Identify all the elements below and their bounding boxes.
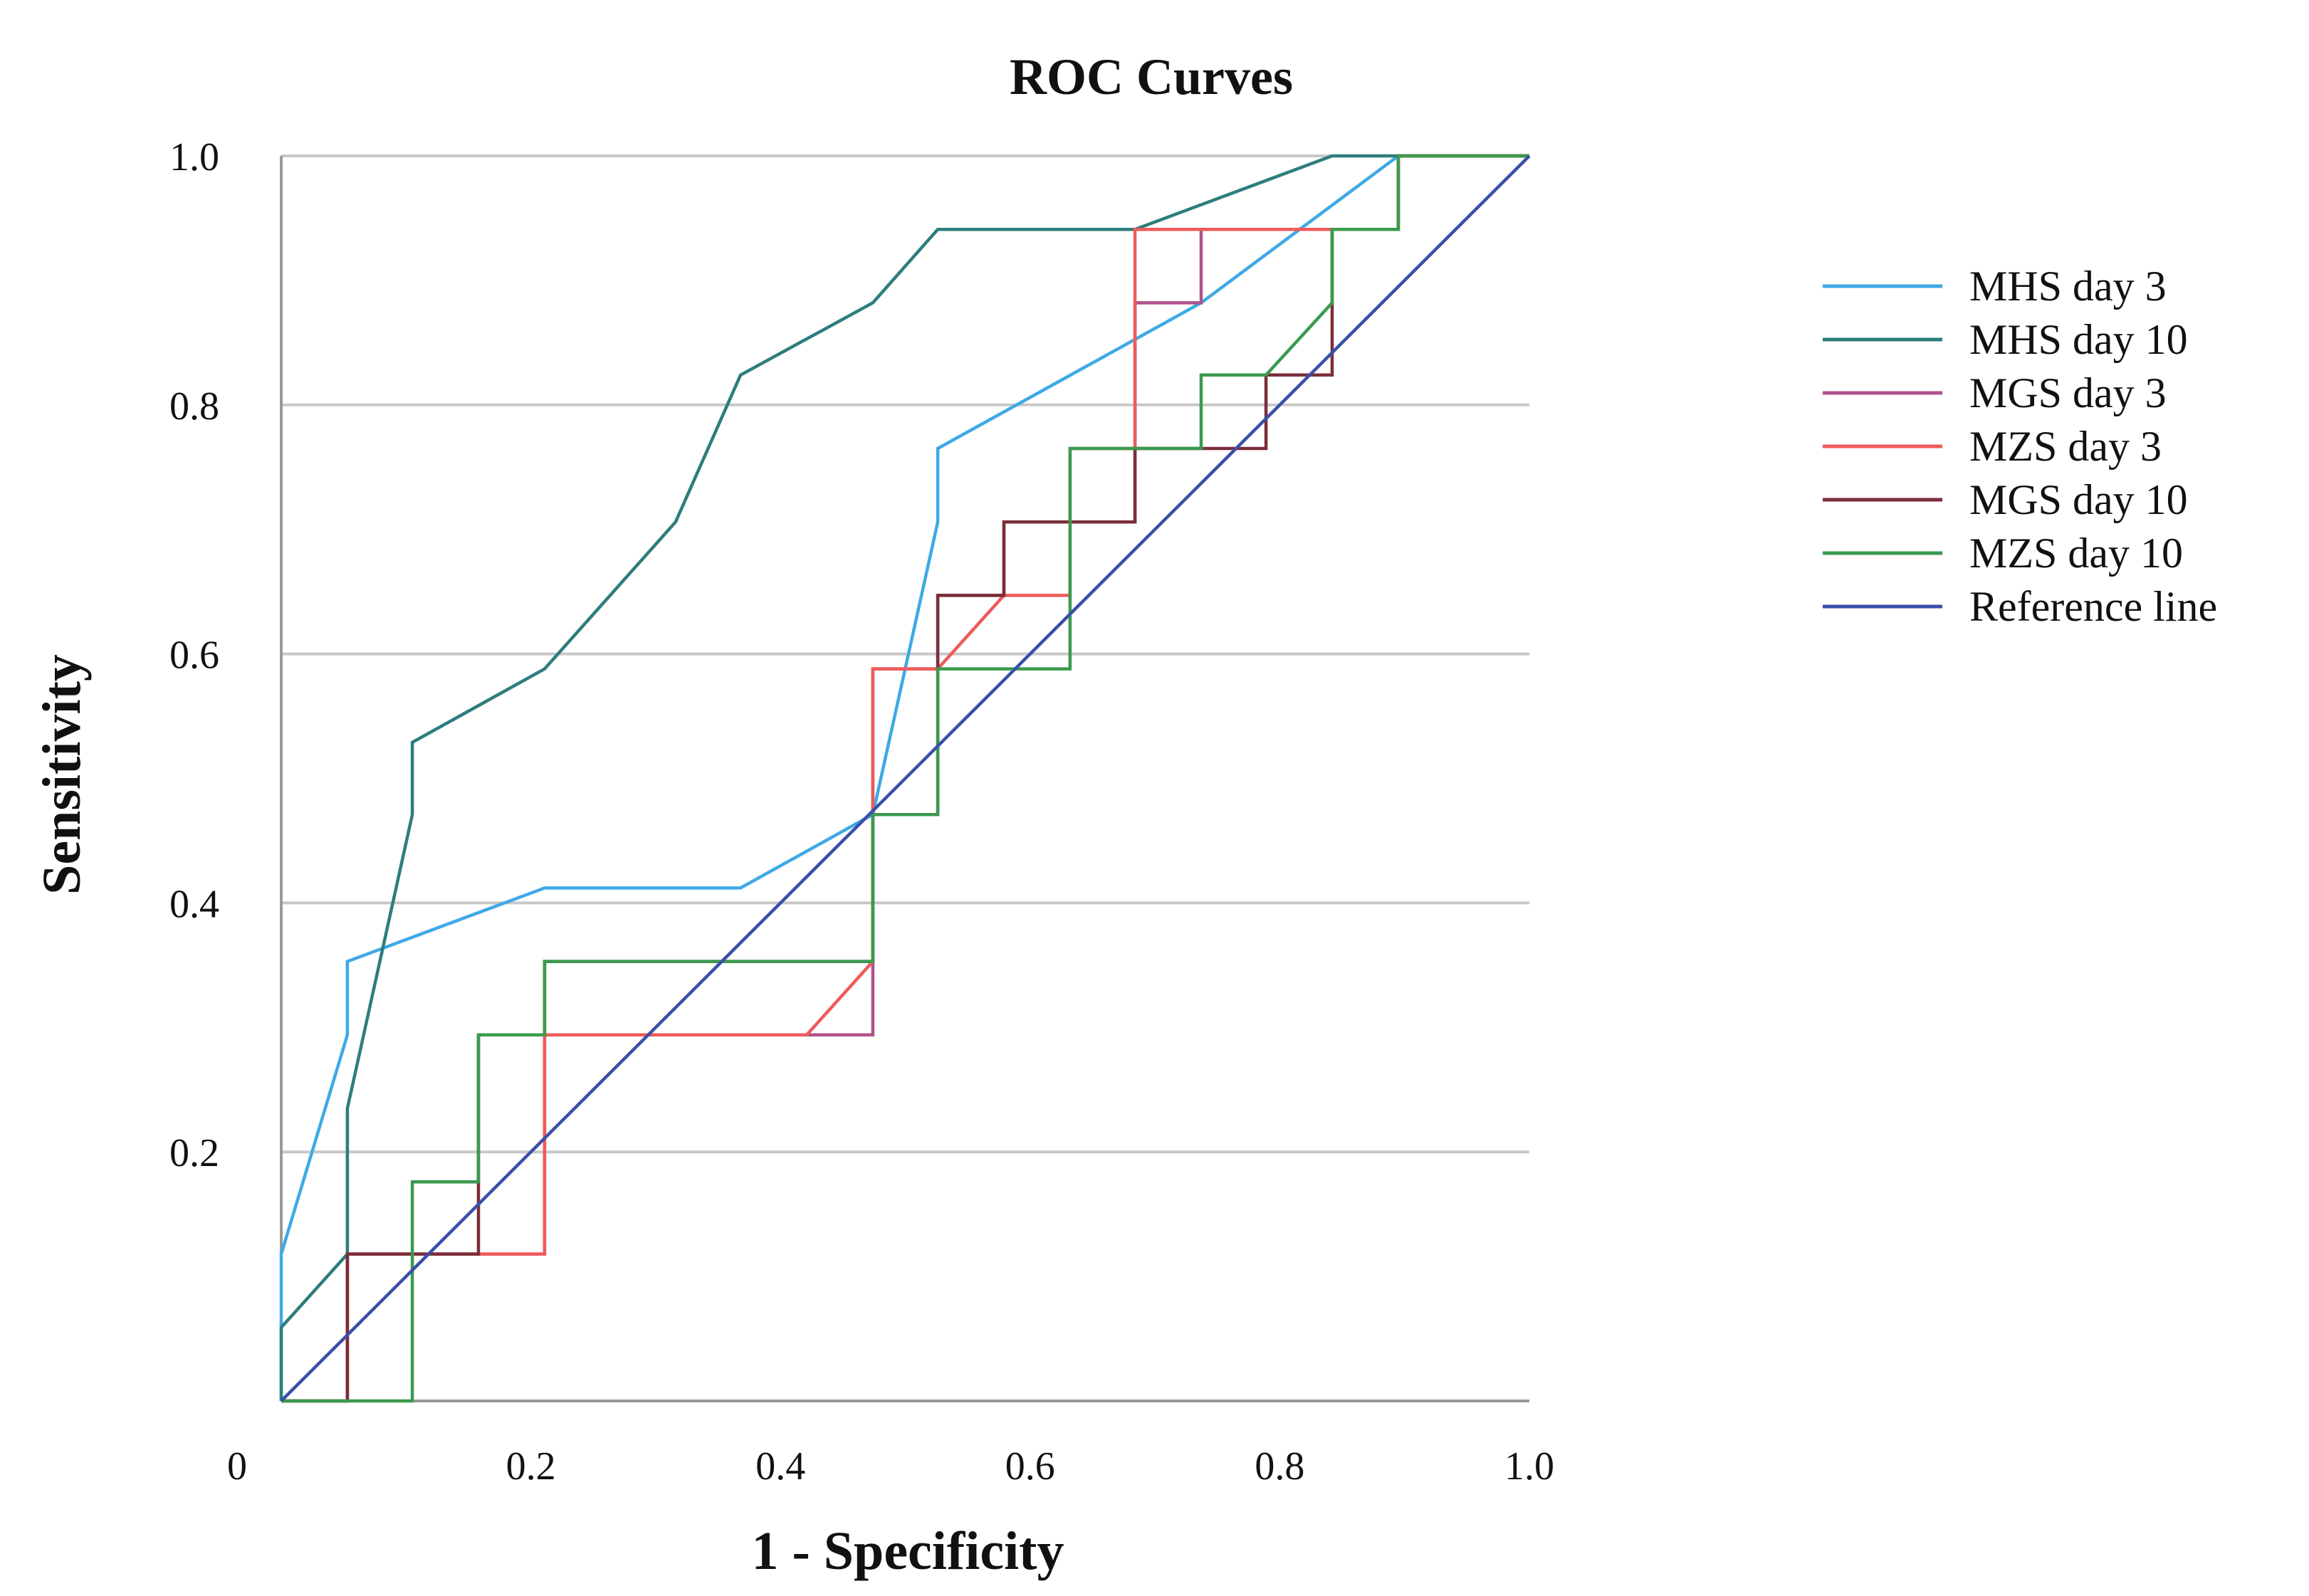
legend-label-mgs-day-3: MGS day 3: [1969, 369, 2167, 416]
grid: [281, 154, 1529, 1154]
series-line-mhs-day-10: [279, 154, 1529, 1401]
x-axis-label: 1 - Specificity: [751, 1521, 1064, 1581]
series-group: [279, 154, 1531, 1403]
series-line-mhs-day-3: [279, 154, 1529, 1401]
y-tick-label-0: 0.2: [169, 1131, 219, 1175]
y-tick-label-1: 0.4: [169, 882, 219, 926]
y-tick-label-3: 0.8: [169, 384, 219, 429]
x-tick-label-5: 1.0: [1504, 1444, 1554, 1489]
series-line-reference-line: [280, 154, 1531, 1402]
tick-labels: 0 0.2 0.4 0.6 0.8 1.0 0.2 0.4 0.6 0.8 1.0: [169, 135, 1554, 1489]
legend-label-mgs-day-10: MGS day 10: [1969, 476, 2188, 523]
x-tick-label-0: 0: [227, 1444, 247, 1489]
chart-title: ROC Curves: [1010, 48, 1293, 105]
legend-label-mzs-day-3: MZS day 3: [1969, 423, 2162, 470]
y-tick-label-4: 1.0: [169, 135, 219, 179]
legend: MHS day 3 MHS day 10 MGS day 3 MZS day 3 MGS…: [1823, 263, 2217, 630]
axes: [280, 156, 1529, 1402]
x-tick-label-4: 0.8: [1255, 1444, 1304, 1489]
legend-label-mhs-day-3: MHS day 3: [1969, 263, 2167, 310]
legend-label-mzs-day-10: MZS day 10: [1969, 530, 2183, 577]
y-axis-label: Sensitivity: [32, 654, 92, 895]
legend-label-mhs-day-10: MHS day 10: [1969, 316, 2188, 363]
x-tick-label-1: 0.2: [506, 1444, 556, 1489]
series-line-mzs-day-10: [281, 154, 1529, 1403]
y-tick-label-2: 0.6: [169, 634, 219, 678]
legend-label-reference-line: Reference line: [1969, 583, 2217, 630]
x-tick-label-2: 0.4: [755, 1444, 805, 1489]
x-tick-label-3: 0.6: [1005, 1444, 1055, 1489]
